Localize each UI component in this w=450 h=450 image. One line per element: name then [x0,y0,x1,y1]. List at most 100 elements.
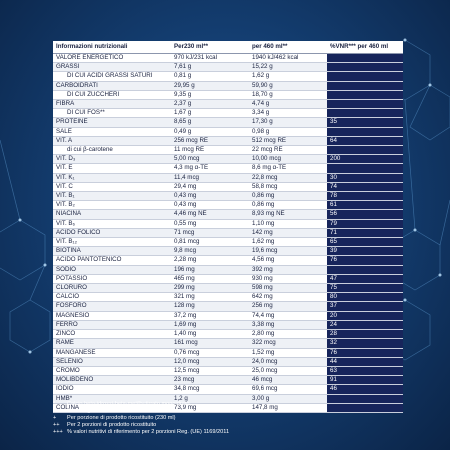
value-per-460ml: 1,10 mg [249,219,327,229]
vnr-percent: 32 [327,338,403,349]
value-per-230ml: 0,49 g [171,127,249,137]
table-header-row: Informazioni nutrizionali Per230 ml** pe… [53,41,403,54]
footnote-item: ++ Per 2 porzioni di prodotto ricostituit… [53,422,413,429]
nutrient-name: MANGANESE [53,348,171,358]
vnr-percent [327,265,403,275]
vnr-percent: 46 [327,384,403,395]
nutrient-name: FOSFORO [53,301,171,312]
vnr-percent: 30 [327,173,403,183]
value-per-460ml: 322 mcg [249,338,327,349]
value-per-230ml: 0,81 g [171,71,249,82]
table-row: CALCIO 321 mg 642 mg 80 [53,292,403,303]
value-per-230ml: 73,9 mg [171,403,249,413]
footnote-symbol: ** [53,408,58,415]
nutrient-name: CARBOIDRATI [53,81,171,91]
table-row: VIT. B₁ 0,43 mg 0,86 mg 78 [53,191,403,202]
value-per-230ml: 29,4 mg [171,182,249,193]
vnr-percent: 74 [327,182,403,193]
vnr-percent: 61 [327,200,403,211]
table-row: FIBRA 2,37 g 4,74 g [53,99,403,110]
vnr-percent: 39 [327,246,403,257]
table-row: CLORURO 299 mg 598 mg 75 [53,283,403,294]
value-per-230ml: 11 mcg RE [171,145,249,156]
footnote-item: + Per porzione di prodotto ricostituito (… [53,415,413,422]
nutrient-name: POTASSIO [53,274,171,285]
value-per-460ml: 512 mcg RE [249,136,327,147]
value-per-460ml: 15,22 g [249,62,327,73]
vnr-percent [327,71,403,82]
value-per-230ml: 1,67 g [171,108,249,119]
value-per-460ml: 4,74 g [249,99,327,110]
footnote-symbol: + [53,415,57,422]
nutrient-name: VIT. D₃ [53,154,171,165]
nutrient-name: COLINA [53,403,171,413]
table-row: DI CUI ACIDI GRASSI SATURI 0,81 g 1,62 g [53,71,403,82]
value-per-460ml: 8,6 mg α-TE [249,163,327,174]
table-row: CARBOIDRATI 29,95 g 59,90 g [53,81,403,91]
nutrient-name: VIT. C [53,182,171,193]
table-row: BIOTINA 9,8 mcg 19,6 mcg 39 [53,246,403,257]
value-per-230ml: 256 mcg RE [171,136,249,147]
table-row: SODIO 196 mg 392 mg [53,265,403,275]
table-row: DI CUI FOS** 1,67 g 3,34 g [53,108,403,119]
vnr-percent [327,145,403,156]
value-per-230ml: 465 mg [171,274,249,285]
footnote-text: Per 2 porzioni di prodotto ricostituito [67,422,157,429]
vnr-percent [327,81,403,91]
value-per-460ml: 24,0 mcg [249,357,327,367]
table-row: COLINA 73,9 mg 147,8 mg [53,403,403,413]
vnr-percent [327,53,403,64]
nutrient-name: MOLIBDENO [53,375,171,386]
value-per-230ml: 0,76 mcg [171,348,249,358]
table-row: VIT. A 256 mcg RE 512 mcg RE 64 [53,136,403,147]
footnote-item: * Calcio beta-idrossi-beta-metilbutirrato… [53,401,413,408]
footnote-item: +++ % valori nutritivi di riferimento per… [53,429,413,436]
table-row: SELENIO 12,0 mcg 24,0 mcg 44 [53,357,403,367]
value-per-460ml: 1940 kJ/462 kcal [249,53,327,64]
table-row: MANGANESE 0,76 mcg 1,52 mg 76 [53,348,403,358]
value-per-230ml: 1,40 mg [171,329,249,340]
table-row: FERRO 1,69 mg 3,38 mg 24 [53,320,403,331]
value-per-230ml: 161 mcg [171,338,249,349]
nutrition-table-panel: Informazioni nutrizionali Per230 ml** pe… [53,41,403,413]
value-per-230ml: 71 mcg [171,228,249,239]
nutrient-name: VALORE ENERGETICO [53,53,171,64]
value-per-230ml: 2,37 g [171,99,249,110]
table-row: VALORE ENERGETICO 970 kJ/231 kcal 1940 kJ/… [53,53,403,64]
header-per-230ml: Per230 ml** [171,41,249,54]
nutrition-table: Informazioni nutrizionali Per230 ml** pe… [53,41,403,413]
value-per-460ml: 256 mg [249,301,327,312]
footnote-text: Calcio beta-idrossi-beta-metilbutirrato … [67,401,190,407]
value-per-460ml: 74,4 mg [249,311,327,321]
table-row: PROTEINE 8,65 g 17,30 g 35 [53,117,403,128]
footnote-symbol: ++ [53,422,60,429]
vnr-percent [327,394,403,404]
nutrient-name: RAME [53,338,171,349]
value-per-460ml: 142 mg [249,228,327,239]
header-nutrient: Informazioni nutrizionali [53,41,171,54]
vnr-percent [327,127,403,137]
vnr-percent: 47 [327,274,403,285]
value-per-460ml: 69,6 mcg [249,384,327,395]
value-per-460ml: 4,56 mg [249,255,327,266]
table-row: CROMO 12,5 mcg 25,0 mcg 63 [53,366,403,377]
table-row: VIT. B₁₂ 0,81 mcg 1,62 mg 65 [53,237,403,248]
value-per-230ml: 0,81 mcg [171,237,249,248]
vnr-percent [327,403,403,413]
vnr-percent: 76 [327,348,403,358]
value-per-230ml: 29,95 g [171,81,249,91]
nutrient-name: ACIDO PANTOTENICO [53,255,171,266]
nutrient-name: DI CUI ACIDI GRASSI SATURI [53,71,171,82]
value-per-230ml: 2,28 mg [171,255,249,266]
vnr-percent [327,163,403,174]
nutrient-name: MAGNESIO [53,311,171,321]
value-per-230ml: 12,0 mcg [171,357,249,367]
table-row: VIT. C 29,4 mg 58,8 mcg 74 [53,182,403,193]
vnr-percent: 80 [327,292,403,303]
value-per-460ml: 10,00 mcg [249,154,327,165]
table-body: VALORE ENERGETICO 970 kJ/231 kcal 1940 kJ/… [53,53,403,413]
nutrient-name: VIT. E [53,163,171,174]
nutrient-name: FERRO [53,320,171,331]
value-per-230ml: 1,69 mg [171,320,249,331]
